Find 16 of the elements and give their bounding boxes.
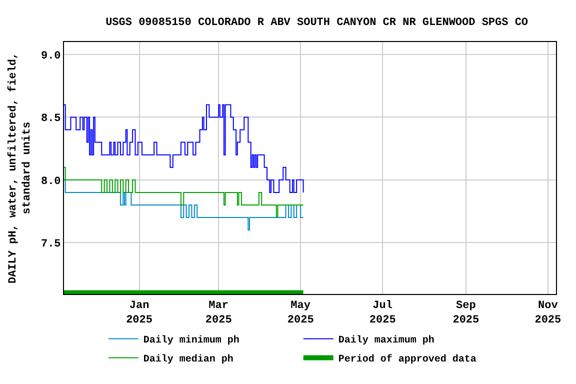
- x-tick-label: Jul 2025: [369, 300, 396, 326]
- legend-label: Daily minimum ph: [143, 334, 240, 347]
- chart-title: USGS 09085150 COLORADO R ABV SOUTH CANYON CR NR GLENWOOD SPGS CO: [106, 16, 528, 29]
- y-tick-label: 7.5: [40, 238, 62, 250]
- y-tick-label: 8.5: [40, 113, 62, 126]
- x-tick-label: Mar 2025: [205, 300, 232, 326]
- legend-label: Period of approved data: [338, 354, 476, 366]
- y-tick-label: 9.0: [40, 50, 61, 62]
- legend-label: Daily maximum ph: [338, 334, 434, 347]
- legend-label: Daily median ph: [143, 354, 234, 366]
- x-tick-label: Jan 2025: [126, 300, 153, 326]
- y-tick-label: 8.0: [40, 176, 61, 188]
- x-tick-label: May 2025: [287, 300, 314, 326]
- y-axis-title: DAILY pH, water, unfiltered, field, standard units: [6, 52, 34, 284]
- x-tick-label: Nov 2025: [534, 300, 562, 326]
- x-tick-label: Sep 2025: [452, 300, 480, 326]
